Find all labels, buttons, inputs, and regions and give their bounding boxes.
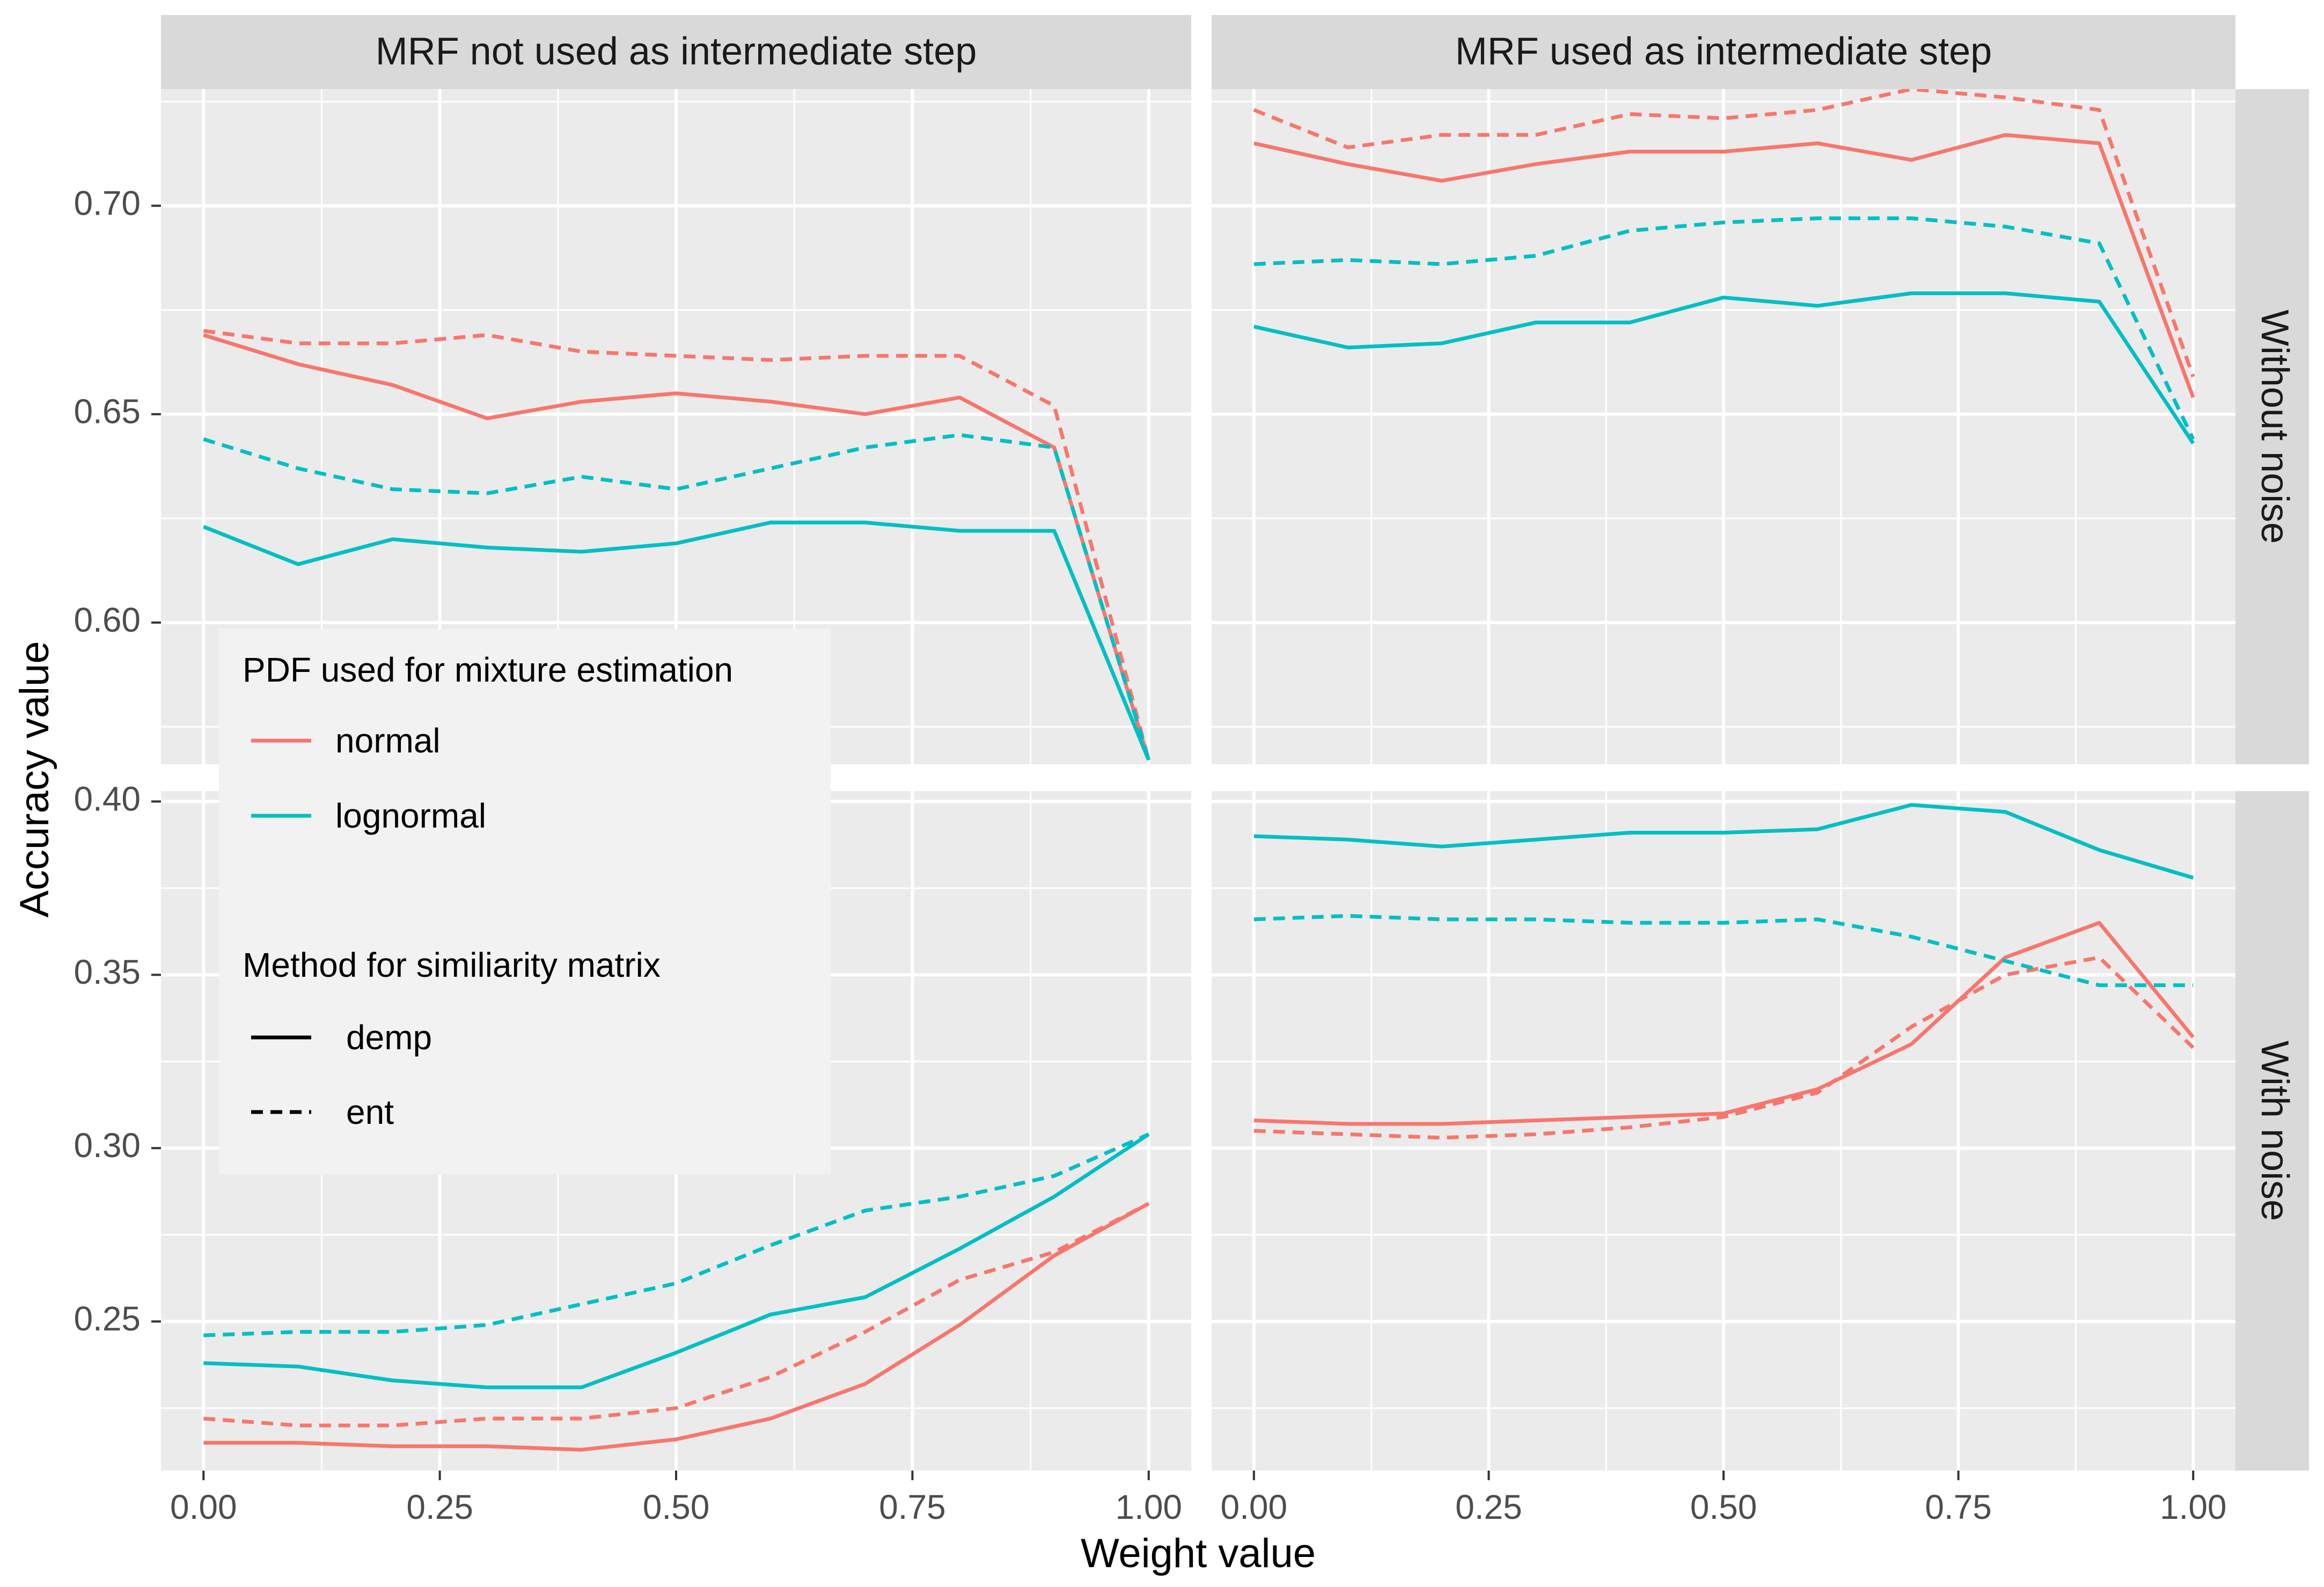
x-tick-label: 1.00 [2160, 1488, 2227, 1526]
legend-method-title: Method for similiarity matrix [243, 946, 661, 984]
x-tick-label: 0.50 [1690, 1488, 1757, 1526]
strip-column-2-label: MRF used as intermediate step [1455, 30, 1992, 73]
legend-label-normal: normal [335, 721, 441, 760]
series-line-lognormal-ent [1253, 216, 2195, 440]
x-axis-title: Weight value [1081, 1531, 1316, 1576]
series-line-lognormal-ent [203, 1132, 1150, 1337]
y-tick-label: 0.40 [74, 779, 141, 818]
series-line-lognormal-ent [203, 433, 1151, 761]
legend-pdf-title: PDF used for mixture estimation [243, 650, 733, 689]
x-tick-label: 0.00 [1220, 1488, 1287, 1526]
legend-background [219, 629, 831, 1174]
strip-row-1 [2235, 89, 2309, 764]
y-tick-label: 0.60 [74, 601, 141, 639]
x-tick-label: 0.75 [879, 1488, 946, 1526]
series-line-normal-demp [203, 333, 1151, 761]
strip-row-1-label: Without noise [2253, 310, 2296, 544]
x-tick-label: 0.25 [1455, 1488, 1522, 1526]
y-tick-label: 0.65 [74, 392, 141, 431]
y-tick-label: 0.30 [74, 1126, 141, 1165]
series-line-lognormal-demp [203, 1132, 1150, 1389]
series-line-lognormal-demp [203, 521, 1150, 761]
legend-label-ent: ent [346, 1093, 394, 1131]
series-line-normal-ent [203, 1202, 1150, 1428]
y-tick-label: 0.70 [74, 184, 141, 222]
strip-row-2 [2235, 791, 2309, 1471]
x-tick-label: 0.00 [170, 1488, 237, 1526]
x-tick-label: 0.75 [1925, 1488, 1992, 1526]
strip-column-1-label: MRF not used as intermediate step [376, 30, 977, 73]
series-line-lognormal-demp [1253, 291, 2195, 445]
legend-label-lognormal: lognormal [335, 796, 486, 835]
strip-row-2-label: With noise [2253, 1041, 2296, 1221]
strip-column-1 [161, 15, 1191, 89]
x-tick-label: 0.50 [643, 1488, 710, 1526]
series-line-lognormal-ent [1253, 914, 2194, 988]
series-line-lognormal-demp [1253, 803, 2194, 880]
series-line-normal-ent [1253, 955, 2195, 1140]
y-tick-label: 0.25 [74, 1299, 141, 1338]
y-axis-title: Accuracy value [12, 641, 57, 917]
series-line-normal-demp [203, 1202, 1150, 1452]
series-line-normal-demp [1253, 920, 2195, 1126]
x-tick-label: 0.25 [406, 1488, 473, 1526]
axes-layer: 0.60 0.65 0.70 0.25 0.30 0.35 0.40 0.00 0.25 0.50… [74, 184, 2226, 1526]
x-tick-label: 1.00 [1115, 1488, 1182, 1526]
legend-label-demp: demp [346, 1018, 432, 1057]
y-tick-label: 0.35 [74, 953, 141, 991]
strip-column-2 [1212, 15, 2235, 89]
legend: PDF used for mixture estimation normal l… [219, 629, 831, 1174]
series-line-normal-ent [203, 328, 1151, 761]
series-line-normal-demp [1253, 133, 2195, 398]
series-line-normal-ent [1253, 87, 2195, 377]
